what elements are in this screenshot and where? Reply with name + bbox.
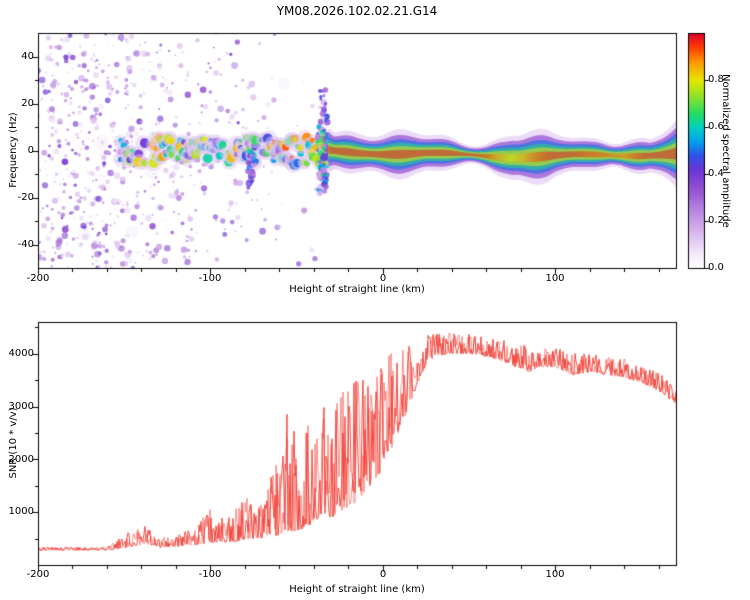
top-y-tick-label: -20: [17, 192, 34, 203]
colorbar-tick-label: 0.0: [708, 262, 724, 273]
bottom-x-tick-label: 0: [379, 569, 387, 580]
top-y-tick-label: 0: [27, 145, 34, 156]
bottom-x-tick-label: 100: [545, 569, 565, 580]
bottom-x-tick-label: -100: [198, 569, 222, 580]
bottom-x-tick-label: -200: [26, 569, 50, 580]
bottom-y-tick-label: 4000: [8, 348, 34, 359]
top-y-tick-label: 20: [21, 98, 34, 109]
top-x-tick-label: 0: [379, 273, 387, 284]
colorbar-axis-label: Normalized spectral amplitude: [720, 73, 731, 228]
bottom-x-axis-label: Height of straight line (km): [289, 584, 425, 595]
bottom-y-axis-label: SNR (10 * v/v): [8, 407, 19, 479]
bottom-y-tick-label: 2000: [8, 454, 34, 465]
top-x-tick-label: -100: [198, 273, 222, 284]
colorbar-tick-label: 0.4: [708, 168, 724, 179]
colorbar-tick-label: 0.2: [708, 215, 724, 226]
figure-title: YM08.2026.102.02.21.G14: [276, 4, 438, 18]
top-x-tick-label: -200: [26, 273, 50, 284]
top-y-tick-label: 40: [21, 51, 34, 62]
top-y-tick-label: -40: [17, 239, 34, 250]
bottom-y-tick-label: 3000: [8, 401, 34, 412]
top-x-tick-label: 100: [545, 273, 565, 284]
colorbar-tick-label: 0.8: [708, 74, 724, 85]
top-x-axis-label: Height of straight line (km): [289, 284, 425, 295]
bottom-y-tick-label: 1000: [8, 506, 34, 517]
colorbar-tick-label: 0.6: [708, 121, 724, 132]
